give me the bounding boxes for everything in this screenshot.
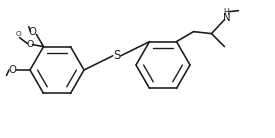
- Text: H: H: [224, 8, 229, 17]
- Text: N: N: [223, 13, 230, 23]
- Text: O: O: [16, 31, 21, 37]
- Text: O: O: [8, 65, 16, 75]
- Text: S: S: [113, 49, 120, 62]
- Text: O: O: [29, 27, 37, 38]
- Text: O: O: [27, 40, 34, 49]
